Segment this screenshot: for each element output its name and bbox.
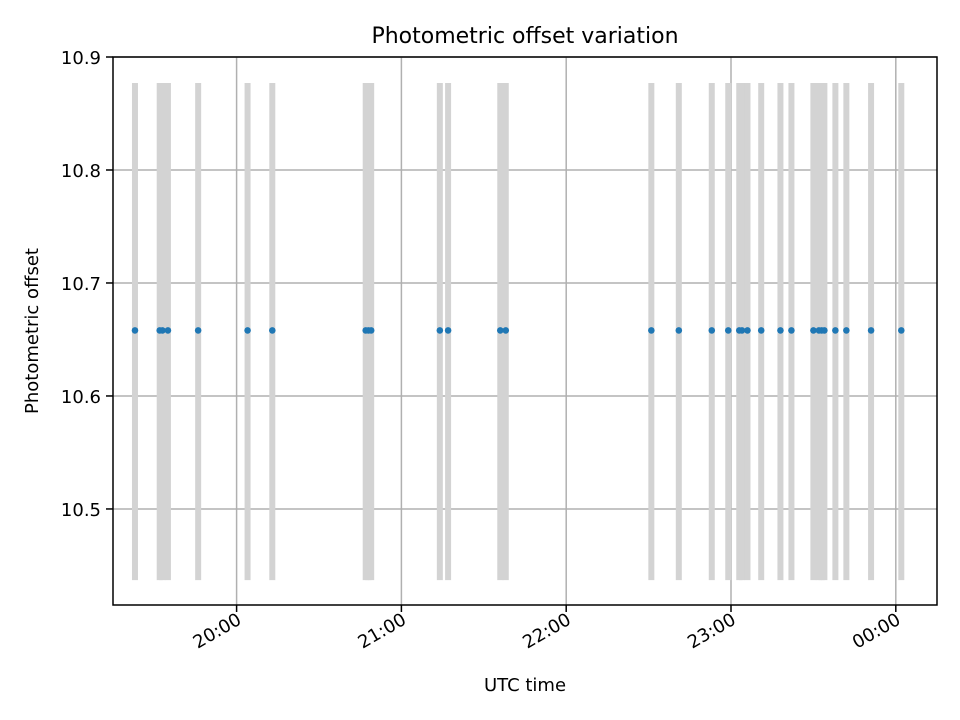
data-point — [194, 327, 202, 334]
data-point — [843, 327, 850, 334]
data-point — [897, 327, 905, 334]
x-axis-ticks: 20:00 21:00 22:00 23:00 00:00 — [190, 605, 904, 653]
x-tick-label: 23:00 — [684, 609, 739, 653]
x-tick-label: 21:00 — [354, 609, 409, 653]
y-axis-ticks: 10.5 10.6 10.7 10.8 10.9 — [61, 48, 113, 521]
data-points — [131, 327, 905, 334]
data-point — [648, 327, 655, 334]
data-point — [757, 327, 765, 334]
data-point — [724, 327, 732, 334]
data-point — [131, 327, 139, 334]
data-point — [496, 327, 504, 334]
data-point — [244, 327, 251, 334]
data-point — [502, 327, 510, 334]
data-point — [269, 327, 276, 334]
data-point — [744, 327, 751, 334]
x-axis-label: UTC time — [484, 675, 566, 696]
data-point — [675, 327, 683, 334]
chart-title: Photometric offset variation — [371, 24, 678, 49]
y-tick-label: 10.7 — [61, 274, 101, 295]
y-tick-label: 10.9 — [61, 48, 101, 69]
data-point — [788, 327, 795, 334]
y-tick-label: 10.6 — [61, 387, 101, 408]
data-point — [738, 327, 746, 334]
x-tick-label: 22:00 — [519, 609, 574, 653]
x-tick-label: 00:00 — [849, 609, 904, 653]
plot-frame — [112, 56, 938, 606]
y-tick-label: 10.8 — [61, 161, 101, 182]
data-point — [708, 327, 716, 334]
data-point — [159, 327, 166, 334]
data-point — [821, 327, 828, 334]
data-point — [810, 327, 817, 334]
data-point — [436, 327, 444, 334]
data-point — [164, 327, 172, 334]
data-point — [867, 327, 875, 334]
y-axis-label: Photometric offset — [22, 248, 43, 414]
data-point — [832, 327, 839, 334]
y-tick-label: 10.5 — [61, 500, 101, 521]
data-point — [444, 327, 452, 334]
x-tick-label: 20:00 — [190, 609, 245, 653]
data-point — [367, 327, 375, 334]
data-point — [777, 327, 784, 334]
